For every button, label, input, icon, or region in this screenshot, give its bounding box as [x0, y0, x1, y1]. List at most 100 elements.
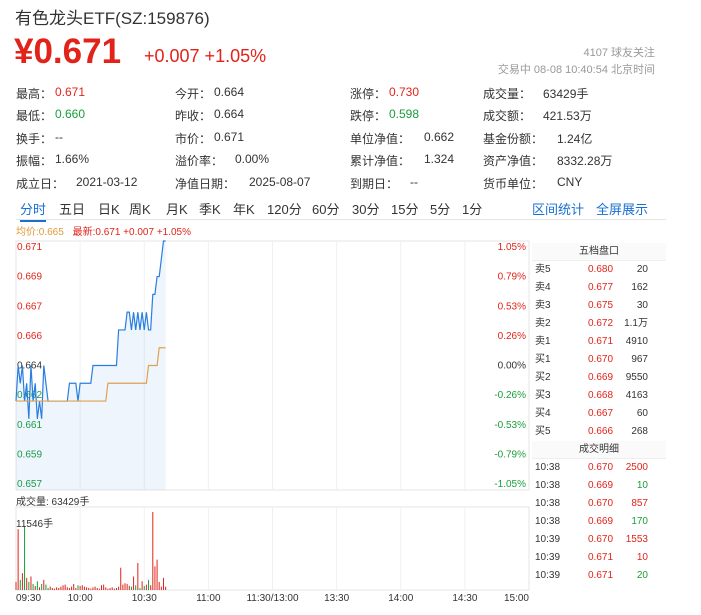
- row-price: 0.668: [588, 390, 614, 401]
- tab-12[interactable]: 1分: [462, 202, 483, 217]
- quote-value: CNY: [557, 174, 583, 189]
- chart-legend: 均价:0.665 最新:0.671 +0.007 +1.05%: [16, 223, 191, 238]
- x-tick: 11:30/13:00: [246, 593, 299, 604]
- volume-bar: [17, 529, 19, 590]
- bid-row: 买1 0.670 967: [532, 351, 666, 369]
- price-line: [15, 240, 166, 419]
- row-volume: 60: [636, 408, 648, 419]
- volume-bar: [73, 583, 75, 590]
- y-tick-left: 0.664: [17, 361, 42, 372]
- quote-label: 成交量：: [483, 87, 532, 101]
- ask-row: 卖1 0.671 4910: [532, 333, 666, 351]
- quote-value: 0.662: [424, 129, 455, 144]
- y-tick-right: 0.53%: [498, 301, 526, 312]
- x-tick: 14:00: [388, 593, 413, 604]
- volume-bar: [83, 586, 85, 590]
- row-price: 0.677: [588, 282, 614, 293]
- bid-row: 买3 0.668 4163: [532, 387, 666, 405]
- y-tick-left: 0.662: [17, 390, 42, 401]
- x-tick: 10:00: [68, 593, 93, 604]
- volume-bar: [162, 577, 164, 590]
- followers-count[interactable]: 4107 球友关注: [583, 47, 655, 59]
- row-label: 10:39: [535, 570, 561, 581]
- volume-bar: [96, 587, 98, 590]
- row-volume: 20: [636, 264, 648, 275]
- quote-label: 涨停：: [350, 87, 387, 101]
- row-volume: 967: [631, 354, 648, 365]
- trade-row: 10:39 0.671 20: [532, 567, 666, 585]
- tab-2[interactable]: 日K: [98, 202, 120, 217]
- quote-row: 换手： -- 市价： 0.671 单位净值： 0.662 基金份额： 1.24亿: [16, 128, 666, 150]
- quote-row: 最高： 0.671 今开： 0.664 涨停： 0.730 成交量： 63429手: [16, 83, 666, 105]
- volume-bar: [26, 577, 28, 590]
- order-book-title: 五档盘口: [532, 243, 666, 261]
- y-tick-right: 0.00%: [498, 361, 526, 372]
- row-label: 买4: [535, 408, 551, 419]
- y-tick-left: 0.657: [17, 479, 42, 490]
- row-volume: 4910: [625, 336, 648, 347]
- row-volume: 10: [636, 480, 648, 491]
- quote-value: 0.598: [389, 107, 420, 122]
- tab-1[interactable]: 五日: [59, 202, 86, 217]
- trades-title: 成交明细: [532, 441, 666, 459]
- tab-10[interactable]: 15分: [391, 202, 419, 217]
- tab-6[interactable]: 年K: [233, 202, 255, 217]
- price-area: [16, 241, 166, 490]
- row-label: 卖2: [535, 318, 551, 329]
- quote-label: 今开：: [175, 87, 212, 101]
- volume-bar: [39, 587, 41, 590]
- row-label: 10:38: [535, 462, 561, 473]
- volume-bar: [107, 588, 109, 590]
- row-volume: 20: [636, 570, 648, 581]
- ask-row: 卖3 0.675 30: [532, 297, 666, 315]
- tab-0[interactable]: 分时: [20, 199, 47, 222]
- volume-bar: [47, 587, 49, 590]
- volume-bar: [133, 576, 135, 590]
- row-price: 0.671: [588, 570, 614, 581]
- quote-row: 成立日： 2021-03-12 净值日期： 2025-08-07 到期日： -- 货币单位：…: [16, 173, 666, 195]
- row-volume: 170: [631, 516, 648, 527]
- y-tick-right: -0.26%: [494, 390, 526, 401]
- trade-row: 10:39 0.670 1553: [532, 531, 666, 549]
- tab-8[interactable]: 60分: [312, 202, 340, 217]
- tab-3[interactable]: 周K: [129, 202, 151, 217]
- quote-label: 振幅：: [16, 154, 53, 169]
- tab-4[interactable]: 月K: [166, 202, 188, 217]
- range-stats-link[interactable]: 区间统计: [532, 202, 585, 217]
- volume-bar: [21, 573, 23, 590]
- y-tick-left: 0.661: [17, 420, 42, 431]
- x-tick: 15:00: [504, 593, 529, 604]
- row-price: 0.670: [588, 498, 614, 509]
- row-volume: 1553: [625, 534, 648, 545]
- volume-bar: [75, 587, 77, 590]
- quote-value: 1.66%: [55, 152, 90, 167]
- row-price: 0.669: [588, 480, 614, 491]
- bid-row: 买2 0.669 9550: [532, 369, 666, 387]
- tab-11[interactable]: 5分: [430, 202, 451, 217]
- avg-price-line: [16, 347, 166, 402]
- volume-bar: [124, 583, 126, 590]
- volume-bar: [19, 579, 21, 590]
- quote-value: --: [410, 174, 418, 189]
- tab-9[interactable]: 30分: [352, 202, 380, 217]
- fullscreen-link[interactable]: 全屏展示: [596, 202, 649, 217]
- volume-bar: [30, 576, 32, 590]
- tab-5[interactable]: 季K: [199, 202, 221, 217]
- row-price: 0.667: [588, 408, 614, 419]
- y-tick-right: -1.05%: [494, 479, 526, 490]
- volume-plot-frame: [15, 506, 530, 591]
- row-label: 10:38: [535, 498, 561, 509]
- volume-bar: [141, 581, 143, 590]
- page-title: 有色龙头ETF(SZ:159876): [15, 9, 210, 28]
- row-label: 10:38: [535, 516, 561, 527]
- volume-bar: [34, 585, 36, 590]
- trade-row: 10:38 0.670 2500: [532, 459, 666, 477]
- volume-bar: [58, 587, 60, 590]
- tab-7[interactable]: 120分: [267, 202, 302, 217]
- volume-bar: [113, 588, 115, 590]
- volume-bar: [53, 588, 55, 590]
- row-label: 10:38: [535, 480, 561, 491]
- quote-label: 单位净值：: [350, 131, 411, 146]
- volume-bar: [51, 587, 53, 590]
- quote-label: 成交额：: [483, 109, 532, 124]
